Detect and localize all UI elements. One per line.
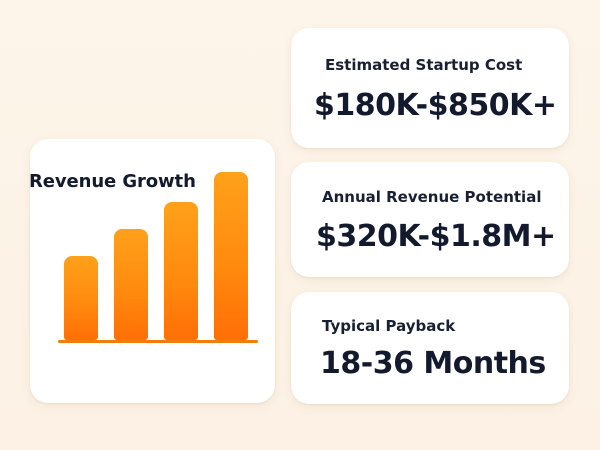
startup-cost-card	[291, 28, 569, 148]
revenue-growth-bar-1	[64, 256, 98, 340]
startup-cost-label: Estimated Startup Cost	[325, 56, 523, 74]
revenue-growth-bar-4	[214, 172, 248, 340]
annual-revenue-value: $320K-$1.8M+	[316, 219, 556, 254]
annual-revenue-label: Annual Revenue Potential	[322, 188, 542, 206]
payback-label: Typical Payback	[322, 317, 456, 335]
revenue-growth-title: Revenue Growth	[29, 171, 196, 192]
revenue-growth-bar-2	[114, 229, 148, 340]
startup-cost-value: $180K-$850K+	[314, 88, 557, 123]
payback-value: 18-36 Months	[320, 346, 546, 381]
annual-revenue-card	[291, 162, 569, 277]
payback-card	[291, 292, 569, 404]
chart-baseline	[58, 340, 258, 343]
revenue-growth-bar-3	[164, 202, 198, 340]
